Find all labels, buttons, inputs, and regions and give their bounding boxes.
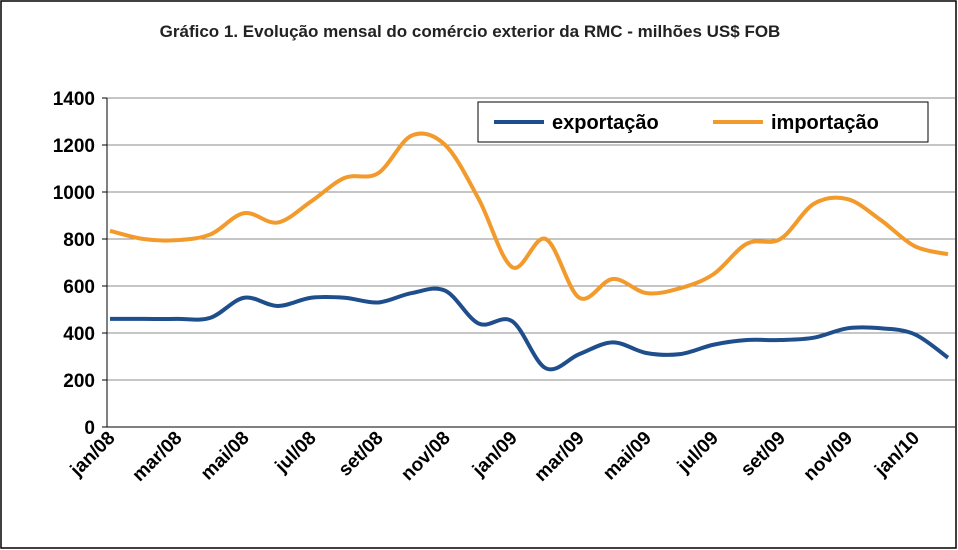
x-tick-label: set/08 [335,428,388,481]
legend-label: importação [771,112,879,134]
chart-title: Gráfico 1. Evolução mensal do comércio e… [159,22,781,41]
x-tick-label: mar/08 [128,428,186,486]
x-tick-label: nov/08 [397,428,454,485]
x-tick-label: mai/09 [599,428,656,485]
y-tick-label: 1200 [53,136,95,157]
x-tick-label: mai/08 [197,428,254,485]
y-tick-label: 1400 [53,89,95,110]
x-tick-label: jan/10 [870,428,924,482]
legend-box [477,101,929,143]
x-tick-label: jan/09 [468,428,522,482]
y-tick-label: 400 [63,324,95,345]
y-tick-label: 0 [84,418,95,439]
series-line [110,286,950,372]
series-line [109,131,949,301]
x-tick-label: mar/09 [531,428,589,486]
y-tick-label: 1000 [53,183,95,204]
x-tick-label: jul/08 [271,428,321,478]
legend-label: exportação [552,112,659,134]
y-tick-label: 200 [63,371,95,392]
x-tick-label: nov/09 [800,428,857,485]
x-tick-label: set/09 [737,428,790,481]
y-tick-label: 600 [63,277,95,298]
y-tick-label: 800 [63,230,95,251]
x-tick-label: jul/09 [673,428,723,478]
